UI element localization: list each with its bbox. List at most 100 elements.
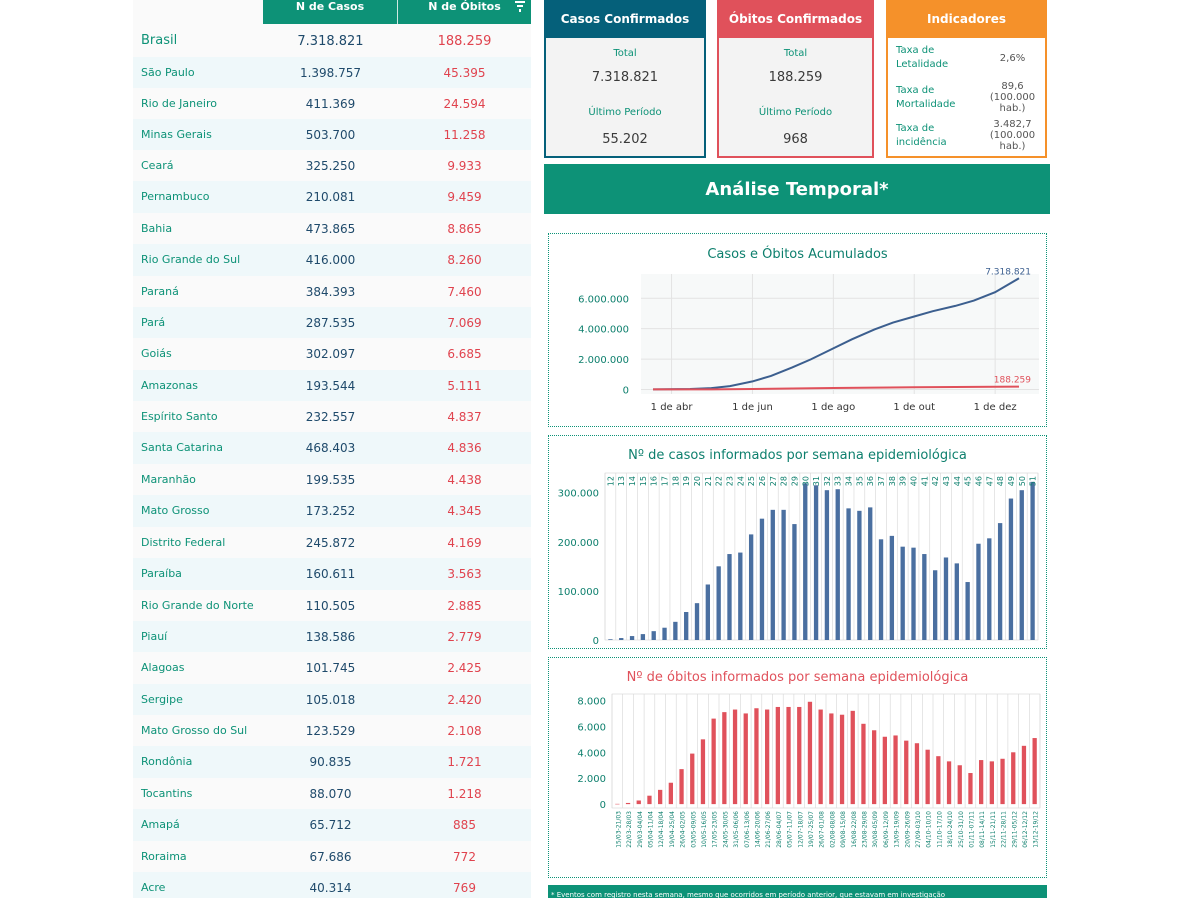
- category-label: 26: [758, 476, 767, 486]
- category-label: 05/07-11/07: [787, 811, 794, 848]
- header-cases[interactable]: N de Casos: [263, 0, 398, 24]
- table-row[interactable]: Rio Grande do Sul 416.000 8.260: [133, 244, 531, 276]
- category-label: 32: [823, 476, 832, 486]
- bar: [889, 535, 895, 640]
- table-row[interactable]: Pernambuco 210.081 9.459: [133, 181, 531, 213]
- state-name: Goiás: [141, 347, 172, 360]
- table-row[interactable]: Goiás 302.097 6.685: [133, 338, 531, 370]
- cases-line: [652, 277, 1020, 391]
- bar: [792, 524, 797, 640]
- table-row[interactable]: Bahia 473.865 8.865: [133, 213, 531, 244]
- table-row[interactable]: Mato Grosso 173.252 4.345: [133, 495, 531, 527]
- table-row[interactable]: Alagoas 101.745 2.425: [133, 652, 531, 684]
- table-row[interactable]: Amapá 65.712 885: [133, 809, 531, 841]
- table-row[interactable]: Espírito Santo 232.557 4.837: [133, 401, 531, 432]
- deaths-value: 3.563: [447, 567, 482, 581]
- deaths-period-value: 968: [783, 132, 808, 147]
- header-deaths[interactable]: N de Óbitos: [398, 0, 531, 24]
- category-label: 01/11-07/11: [968, 811, 975, 848]
- bar: [754, 708, 759, 805]
- table-row[interactable]: Rio de Janeiro 411.369 24.594: [133, 88, 531, 119]
- table-row[interactable]: Ceará 325.250 9.933: [133, 150, 531, 181]
- table-row[interactable]: São Paulo 1.398.757 45.395: [133, 57, 531, 88]
- bar: [872, 730, 877, 805]
- category-label: 14/06-20/06: [754, 811, 761, 848]
- y-tick-label: 200.000: [558, 538, 599, 549]
- state-name: Paraná: [141, 284, 179, 298]
- indicator-label: Taxa de Mortalidade: [896, 84, 956, 110]
- table-row[interactable]: Minas Gerais 503.700 11.258: [133, 119, 531, 150]
- table-row[interactable]: Mato Grosso do Sul 123.529 2.108: [133, 715, 531, 746]
- table-row[interactable]: Acre 40.314 769: [133, 872, 531, 898]
- category-label: 29: [790, 476, 799, 486]
- category-label: 24: [736, 476, 745, 486]
- cases-value: 468.403: [305, 441, 356, 455]
- cases-value: 160.611: [305, 567, 356, 581]
- filter-sort-icon[interactable]: [515, 0, 525, 12]
- weekly-deaths-title: Nº de óbitos informados por semana epide…: [626, 670, 969, 685]
- category-label: 24/05-30/05: [722, 811, 729, 848]
- category-label: 16: [650, 476, 659, 486]
- deaths-value: 45.395: [443, 65, 486, 80]
- category-label: 15/11-21/11: [990, 811, 997, 848]
- table-row[interactable]: Pará 287.535 7.069: [133, 307, 531, 338]
- y-tick-label: 300.000: [558, 489, 599, 500]
- bar: [925, 749, 930, 805]
- bar: [932, 570, 938, 640]
- category-label: 50: [1018, 476, 1027, 486]
- table-row[interactable]: Paraíba 160.611 3.563: [133, 558, 531, 590]
- category-label: 35: [855, 476, 864, 486]
- deaths-line: [653, 385, 1020, 391]
- table-row[interactable]: Amazonas 193.544 5.111: [133, 370, 531, 401]
- table-row[interactable]: Rondônia 90.835 1.721: [133, 746, 531, 778]
- bar: [722, 712, 727, 805]
- deaths-value: 1.721: [447, 755, 482, 769]
- bar: [662, 627, 667, 640]
- category-label: 31: [812, 476, 821, 486]
- y-tick-label: 6.000: [577, 722, 606, 733]
- table-row[interactable]: Tocantins 88.070 1.218: [133, 778, 531, 809]
- category-label: 17/05-23/05: [712, 811, 719, 848]
- bar: [759, 518, 765, 640]
- table-row[interactable]: Piauí 138.586 2.779: [133, 621, 531, 652]
- cases-card-title: Casos Confirmados: [546, 0, 704, 38]
- category-label: 10/05-16/05: [701, 811, 708, 848]
- category-label: 39: [899, 476, 908, 486]
- table-row[interactable]: Sergipe 105.018 2.420: [133, 684, 531, 715]
- deaths-value: 9.459: [447, 190, 482, 204]
- deaths-value: 8.865: [447, 221, 482, 236]
- table-row[interactable]: Santa Catarina 468.403 4.836: [133, 432, 531, 464]
- table-row-total[interactable]: Brasil 7.318.821 188.259: [133, 25, 531, 57]
- indicator-label: Taxa de incidência: [896, 122, 947, 148]
- state-name: Rondônia: [141, 755, 193, 768]
- bar: [700, 739, 706, 805]
- cases-value: 232.557: [305, 409, 356, 424]
- bar: [989, 761, 994, 805]
- category-label: 04/10-10/10: [926, 811, 933, 848]
- weekly-cases-panel: Nº de casos informados por semana epidem…: [548, 435, 1047, 649]
- cases-value: 245.872: [305, 535, 356, 550]
- bar: [738, 552, 743, 640]
- bar: [694, 603, 700, 640]
- state-name: Bahia: [141, 221, 173, 235]
- bar: [615, 803, 620, 805]
- table-row[interactable]: Rio Grande do Norte 110.505 2.885: [133, 590, 531, 621]
- category-label: 28/06-04/07: [776, 811, 783, 848]
- bar: [813, 485, 819, 640]
- cases-value: 287.535: [305, 315, 356, 330]
- category-label: 40: [910, 476, 919, 486]
- category-label: 19/07-25/07: [808, 811, 815, 848]
- state-name: Rio Grande do Norte: [141, 598, 254, 612]
- y-tick-label: 100.000: [558, 587, 599, 598]
- category-label: 29/11-05/12: [1011, 811, 1018, 848]
- category-label: 33: [834, 476, 843, 486]
- table-row[interactable]: Maranhão 199.535 4.438: [133, 464, 531, 495]
- table-row[interactable]: Roraima 67.686 772: [133, 841, 531, 872]
- table-row[interactable]: Distrito Federal 245.872 4.169: [133, 527, 531, 558]
- bar: [1008, 498, 1014, 640]
- temporal-analysis-banner: Análise Temporal*: [544, 164, 1050, 214]
- bar: [743, 713, 748, 805]
- footnote: * Eventos com registro nesta semana, mes…: [548, 885, 1047, 898]
- state-name: Roraima: [141, 849, 187, 863]
- table-row[interactable]: Paraná 384.393 7.460: [133, 276, 531, 307]
